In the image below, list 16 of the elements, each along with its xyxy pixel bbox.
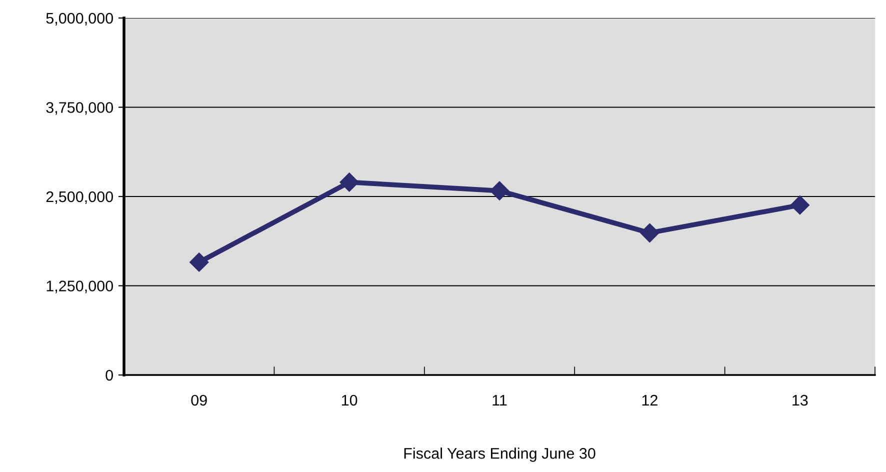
y-tick-label: 3,750,000 xyxy=(46,102,113,115)
x-tick-label: 12 xyxy=(642,394,658,406)
y-tick-label: 2,500,000 xyxy=(46,191,113,204)
y-tick-label: 0 xyxy=(106,370,113,381)
y-tick-label: 1,250,000 xyxy=(46,280,113,294)
x-tick-label: 11 xyxy=(492,395,507,406)
x-axis-title: Fiscal Years Ending June 30 xyxy=(404,448,596,462)
point xyxy=(190,252,209,272)
point xyxy=(790,196,810,215)
point xyxy=(340,172,359,192)
x-tick-label: 09 xyxy=(191,394,207,406)
x-tick-label: 10 xyxy=(342,394,358,406)
y-tick-label: 5,000,000 xyxy=(46,12,113,26)
x-tick-label: 13 xyxy=(792,394,808,406)
point xyxy=(640,223,660,242)
point xyxy=(490,181,510,200)
